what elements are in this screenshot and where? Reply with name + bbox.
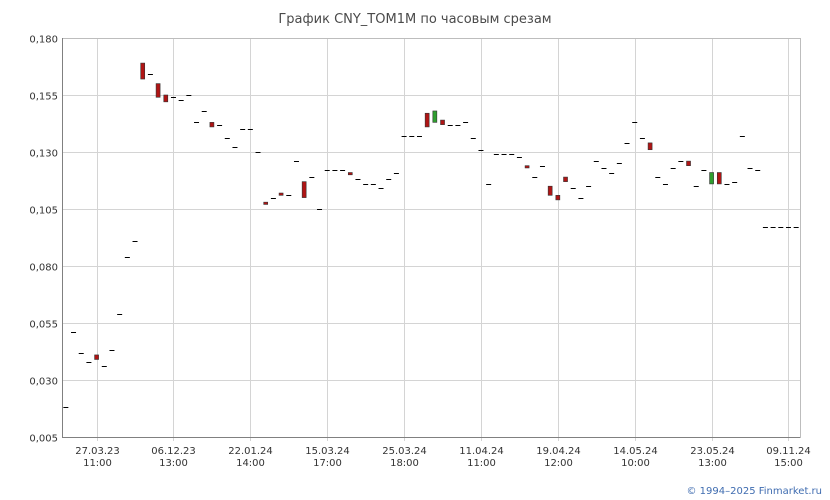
x-tick-label-time: 10:00 xyxy=(621,458,650,469)
grid-lines xyxy=(62,38,800,441)
y-tick-label: 0,080 xyxy=(29,263,58,274)
candle-down[interactable] xyxy=(155,83,161,98)
x-tick-label-date: 27.03.23 xyxy=(75,446,120,457)
candle-down[interactable] xyxy=(94,354,99,360)
candle-down[interactable] xyxy=(163,94,169,103)
copyright-link[interactable]: © 1994–2025 Finmarket.ru xyxy=(686,486,822,497)
candle-down[interactable] xyxy=(524,165,530,169)
candle-down[interactable] xyxy=(140,62,146,80)
y-tick-label: 0,130 xyxy=(29,149,58,160)
y-tick-label: 0,105 xyxy=(29,206,58,217)
x-tick-label-date: 19.04.24 xyxy=(536,446,581,457)
candle-down[interactable] xyxy=(209,122,215,128)
candle-down[interactable] xyxy=(547,185,553,196)
candle-down[interactable] xyxy=(555,195,561,201)
x-tick-label-date: 11.04.24 xyxy=(459,446,504,457)
candle-down[interactable] xyxy=(263,201,269,205)
candle-up[interactable] xyxy=(709,172,714,185)
candle-down[interactable] xyxy=(563,176,568,182)
candle-down[interactable] xyxy=(424,112,430,128)
y-tick-label: 0,030 xyxy=(29,377,58,388)
candle-down[interactable] xyxy=(686,160,691,166)
chart-title: График CNY_TOM1M по часовым срезам xyxy=(278,12,552,27)
axes xyxy=(62,38,801,438)
candle-up[interactable] xyxy=(432,110,438,123)
y-tick-label: 0,005 xyxy=(29,434,58,445)
y-tick-labels: 0,005 0,030 0,055 0,080 0,105 0,130 0,155 0,180 xyxy=(29,35,58,445)
x-tick-label-time: 11:00 xyxy=(467,458,496,469)
y-tick-label: 0,055 xyxy=(29,320,58,331)
candle-down[interactable] xyxy=(440,119,445,125)
x-tick-label-time: 12:00 xyxy=(544,458,573,469)
x-tick-label-time: 13:00 xyxy=(159,458,188,469)
y-tick-label: 0,180 xyxy=(29,35,58,46)
candle-down[interactable] xyxy=(647,142,653,151)
x-tick-label-time: 11:00 xyxy=(83,458,112,469)
x-tick-label-time: 17:00 xyxy=(313,458,342,469)
x-tick-label-date: 15.03.24 xyxy=(305,446,350,457)
x-tick-label-date: 23.05.24 xyxy=(690,446,735,457)
x-tick-label-time: 14:00 xyxy=(236,458,265,469)
x-tick-label-date: 06.12.23 xyxy=(151,446,196,457)
x-tick-label-time: 15:00 xyxy=(774,458,803,469)
y-tick-label: 0,155 xyxy=(29,92,58,103)
candles xyxy=(63,62,799,408)
x-tick-label-time: 18:00 xyxy=(390,458,419,469)
candle-down[interactable] xyxy=(278,192,284,196)
x-tick-labels: 27.03.2311:0006.12.2313:0022.01.2414:001… xyxy=(75,446,811,469)
x-tick-label-date: 14.05.24 xyxy=(613,446,658,457)
x-tick-label-date: 25.03.24 xyxy=(382,446,427,457)
x-tick-label-date: 22.01.24 xyxy=(228,446,273,457)
x-tick-label-time: 13:00 xyxy=(698,458,727,469)
candle-down[interactable] xyxy=(716,172,722,185)
candle-down[interactable] xyxy=(347,172,353,176)
x-tick-label-date: 09.11.24 xyxy=(766,446,811,457)
candle-down[interactable] xyxy=(301,181,307,198)
